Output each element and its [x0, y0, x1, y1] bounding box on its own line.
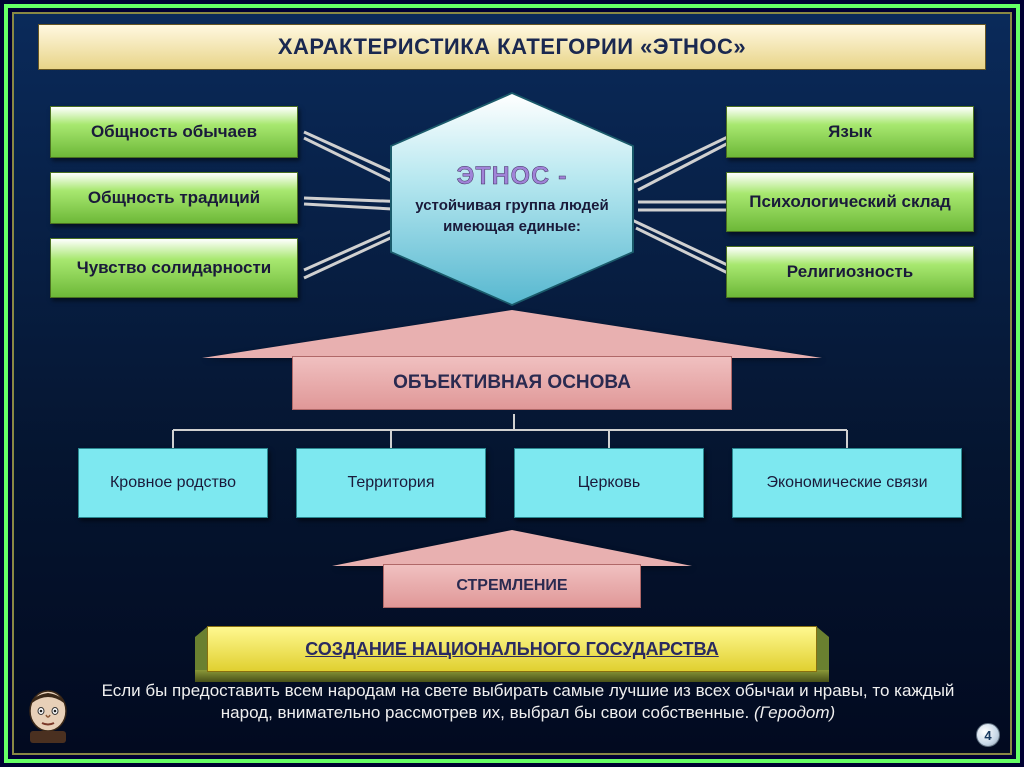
- page-number-badge: 4: [976, 723, 1000, 747]
- arrow-label: ОБЪЕКТИВНАЯ ОСНОВА: [393, 372, 631, 394]
- feature-box-solidarity: Чувство солидарности: [50, 238, 298, 298]
- basis-box-economy: Экономические связи: [732, 448, 962, 518]
- basis-label: Территория: [347, 473, 434, 493]
- outer-frame: ХАРАКТЕРИСТИКА КАТЕГОРИИ «ЭТНОС» Общност…: [4, 4, 1020, 763]
- org-connectors: [14, 414, 1010, 450]
- banner-face: СОЗДАНИЕ НАЦИОНАЛЬНОГО ГОСУДАРСТВА: [207, 626, 817, 672]
- title-bar: ХАРАКТЕРИСТИКА КАТЕГОРИИ «ЭТНОС»: [38, 24, 986, 70]
- feature-label: Общность традиций: [88, 188, 260, 208]
- title-text: ХАРАКТЕРИСТИКА КАТЕГОРИИ «ЭТНОС»: [278, 34, 746, 60]
- small-arrow-up: СТРЕМЛЕНИЕ: [332, 530, 692, 612]
- basis-box-kinship: Кровное родство: [78, 448, 268, 518]
- big-arrow-up: ОБЪЕКТИВНАЯ ОСНОВА: [202, 310, 822, 414]
- small-arrow-label: СТРЕМЛЕНИЕ: [456, 577, 567, 595]
- hexagon: ЭТНОС - устойчивая группа людей имеющая …: [392, 94, 632, 304]
- hexagon-wrap: ЭТНОС - устойчивая группа людей имеющая …: [392, 94, 632, 304]
- banner-text: СОЗДАНИЕ НАЦИОНАЛЬНОГО ГОСУДАРСТВА: [305, 639, 718, 660]
- arrow-head-icon: [332, 530, 692, 566]
- feature-label: Общность обычаев: [91, 122, 257, 142]
- feature-label: Психологический склад: [749, 192, 951, 212]
- basis-label: Церковь: [578, 473, 641, 493]
- arrow-body: ОБЪЕКТИВНАЯ ОСНОВА: [292, 356, 732, 410]
- feature-label: Язык: [828, 122, 872, 142]
- small-arrow-body: СТРЕМЛЕНИЕ: [383, 564, 641, 608]
- basis-box-church: Церковь: [514, 448, 704, 518]
- basis-label: Экономические связи: [766, 473, 927, 493]
- thinking-head-icon: [24, 689, 72, 743]
- feature-box-customs: Общность обычаев: [50, 106, 298, 158]
- feature-box-psychology: Психологический склад: [726, 172, 974, 232]
- org-chart: Кровное родство Территория Церковь Эконо…: [14, 414, 1010, 524]
- inner-frame: ХАРАКТЕРИСТИКА КАТЕГОРИИ «ЭТНОС» Общност…: [12, 12, 1012, 755]
- feature-box-language: Язык: [726, 106, 974, 158]
- quote-block: Если бы предоставить всем народам на све…: [86, 680, 970, 724]
- arrow-head-icon: [202, 310, 822, 358]
- basis-label: Кровное родство: [110, 473, 236, 493]
- feature-label: Чувство солидарности: [77, 258, 272, 278]
- page-number: 4: [984, 728, 991, 743]
- hexagon-title: ЭТНОС -: [457, 162, 568, 191]
- feature-box-traditions: Общность традиций: [50, 172, 298, 224]
- quote-author: (Геродот): [754, 703, 835, 722]
- banner-3d: СОЗДАНИЕ НАЦИОНАЛЬНОГО ГОСУДАРСТВА: [207, 626, 817, 672]
- hexagon-text: устойчивая группа людей имеющая единые:: [406, 195, 618, 237]
- feature-label: Религиозность: [787, 262, 913, 282]
- basis-box-territory: Территория: [296, 448, 486, 518]
- feature-box-religion: Религиозность: [726, 246, 974, 298]
